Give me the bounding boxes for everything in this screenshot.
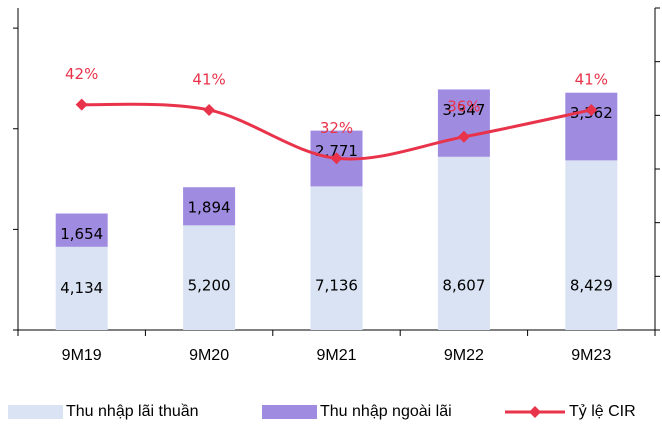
legend-label: Tỷ lệ CIR (569, 403, 636, 420)
value-label: 1,654 (60, 225, 103, 243)
bar-segment (55, 246, 108, 330)
x-tick-label: 9M23 (571, 347, 611, 364)
bar-segment (310, 186, 363, 330)
x-tick-label: 9M22 (444, 347, 484, 364)
bar-segment (437, 156, 490, 330)
value-label: 3,347 (442, 101, 485, 119)
bar-segment (183, 225, 236, 330)
cir-marker (203, 103, 216, 116)
value-label: 8,429 (570, 277, 613, 295)
value-label: 1,894 (188, 199, 231, 217)
legend-swatch (262, 405, 317, 419)
value-label: 5,200 (188, 277, 231, 295)
cir-label: 36% (447, 97, 480, 115)
cir-label: 42% (65, 65, 98, 83)
value-label: 8,607 (442, 277, 485, 295)
x-tick-label: 9M19 (62, 347, 102, 364)
cir-label: 32% (320, 119, 353, 137)
bar-segment (55, 213, 108, 247)
value-label: 4,134 (60, 279, 103, 297)
cir-marker (330, 152, 343, 165)
bar-segment (565, 160, 618, 330)
legend-swatch (8, 405, 63, 419)
cir-label: 41% (192, 70, 225, 88)
value-label: 7,136 (315, 277, 358, 295)
cir-label: 41% (575, 70, 608, 88)
legend-label: Thu nhập lãi thuần (66, 403, 199, 420)
bar-segment (565, 92, 618, 161)
x-tick-label: 9M21 (316, 347, 356, 364)
cir-marker (457, 130, 470, 143)
cir-marker (585, 103, 598, 116)
bar-segment (183, 187, 236, 226)
cir-marker (75, 98, 88, 111)
x-tick-label: 9M20 (189, 347, 229, 364)
legend-label: Thu nhập ngoài lãi (320, 403, 452, 420)
bar-segment (437, 89, 490, 157)
legend-swatch (529, 406, 541, 418)
